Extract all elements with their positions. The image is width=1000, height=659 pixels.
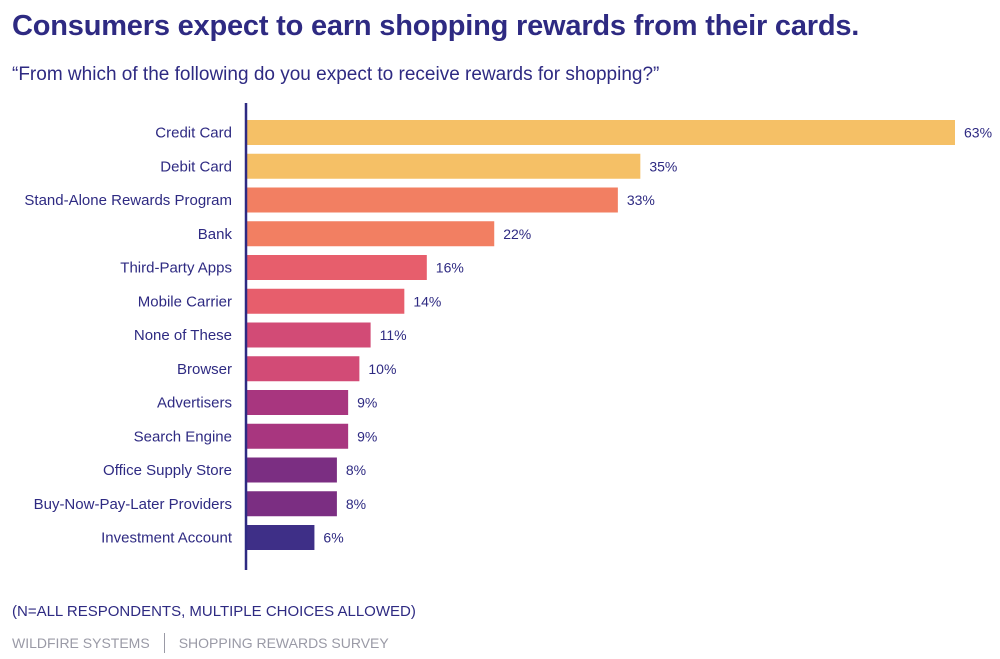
category-label: Third-Party Apps <box>120 260 232 277</box>
chart-subtitle: “From which of the following do you expe… <box>12 64 660 85</box>
category-label: None of These <box>134 327 232 344</box>
bar <box>247 356 360 382</box>
footer-survey-name: SHOPPING REWARDS SURVEY <box>178 635 389 651</box>
category-label: Mobile Carrier <box>138 293 232 310</box>
value-label: 16% <box>436 260 464 276</box>
value-label: 8% <box>346 462 366 478</box>
category-label: Debit Card <box>160 158 232 175</box>
bar <box>247 491 337 517</box>
bar <box>247 255 427 280</box>
category-label: Advertisers <box>157 395 232 412</box>
category-label: Credit Card <box>155 125 232 142</box>
bar <box>247 322 371 348</box>
footer: WILDFIRE SYSTEMS SHOPPING REWARDS SURVEY <box>12 633 389 653</box>
category-label: Stand-Alone Rewards Program <box>24 192 232 209</box>
value-label: 6% <box>323 530 343 546</box>
value-label: 9% <box>357 395 377 411</box>
bar <box>247 153 641 179</box>
value-label: 11% <box>380 327 407 343</box>
value-label: 33% <box>627 192 655 208</box>
bar <box>247 288 405 314</box>
chart-title: Consumers expect to earn shopping reward… <box>12 10 860 42</box>
value-label: 8% <box>346 496 366 512</box>
bar <box>247 423 349 449</box>
category-label: Investment Account <box>101 530 233 547</box>
value-label: 10% <box>368 361 396 377</box>
bar <box>247 187 618 213</box>
category-label: Bank <box>198 226 233 243</box>
bar <box>247 525 315 550</box>
bar-chart: Credit Card 63% Debit Card 35% Stand-Alone R… <box>24 103 992 570</box>
bar <box>247 120 955 145</box>
bar <box>247 221 495 247</box>
footer-divider <box>163 633 165 653</box>
category-label: Browser <box>177 361 232 378</box>
category-label: Buy-Now-Pay-Later Providers <box>34 496 232 513</box>
value-label: 22% <box>503 226 531 242</box>
category-label: Office Supply Store <box>103 462 232 479</box>
value-label: 14% <box>413 293 441 309</box>
value-label: 35% <box>649 158 677 174</box>
footnote: (N=ALL RESPONDENTS, MULTIPLE CHOICES ALL… <box>12 603 416 620</box>
bar <box>247 390 349 415</box>
footer-brand: WILDFIRE SYSTEMS <box>12 635 150 651</box>
value-label: 9% <box>357 428 377 444</box>
bar <box>247 457 337 483</box>
category-label: Search Engine <box>134 428 232 445</box>
value-label: 63% <box>964 125 992 141</box>
